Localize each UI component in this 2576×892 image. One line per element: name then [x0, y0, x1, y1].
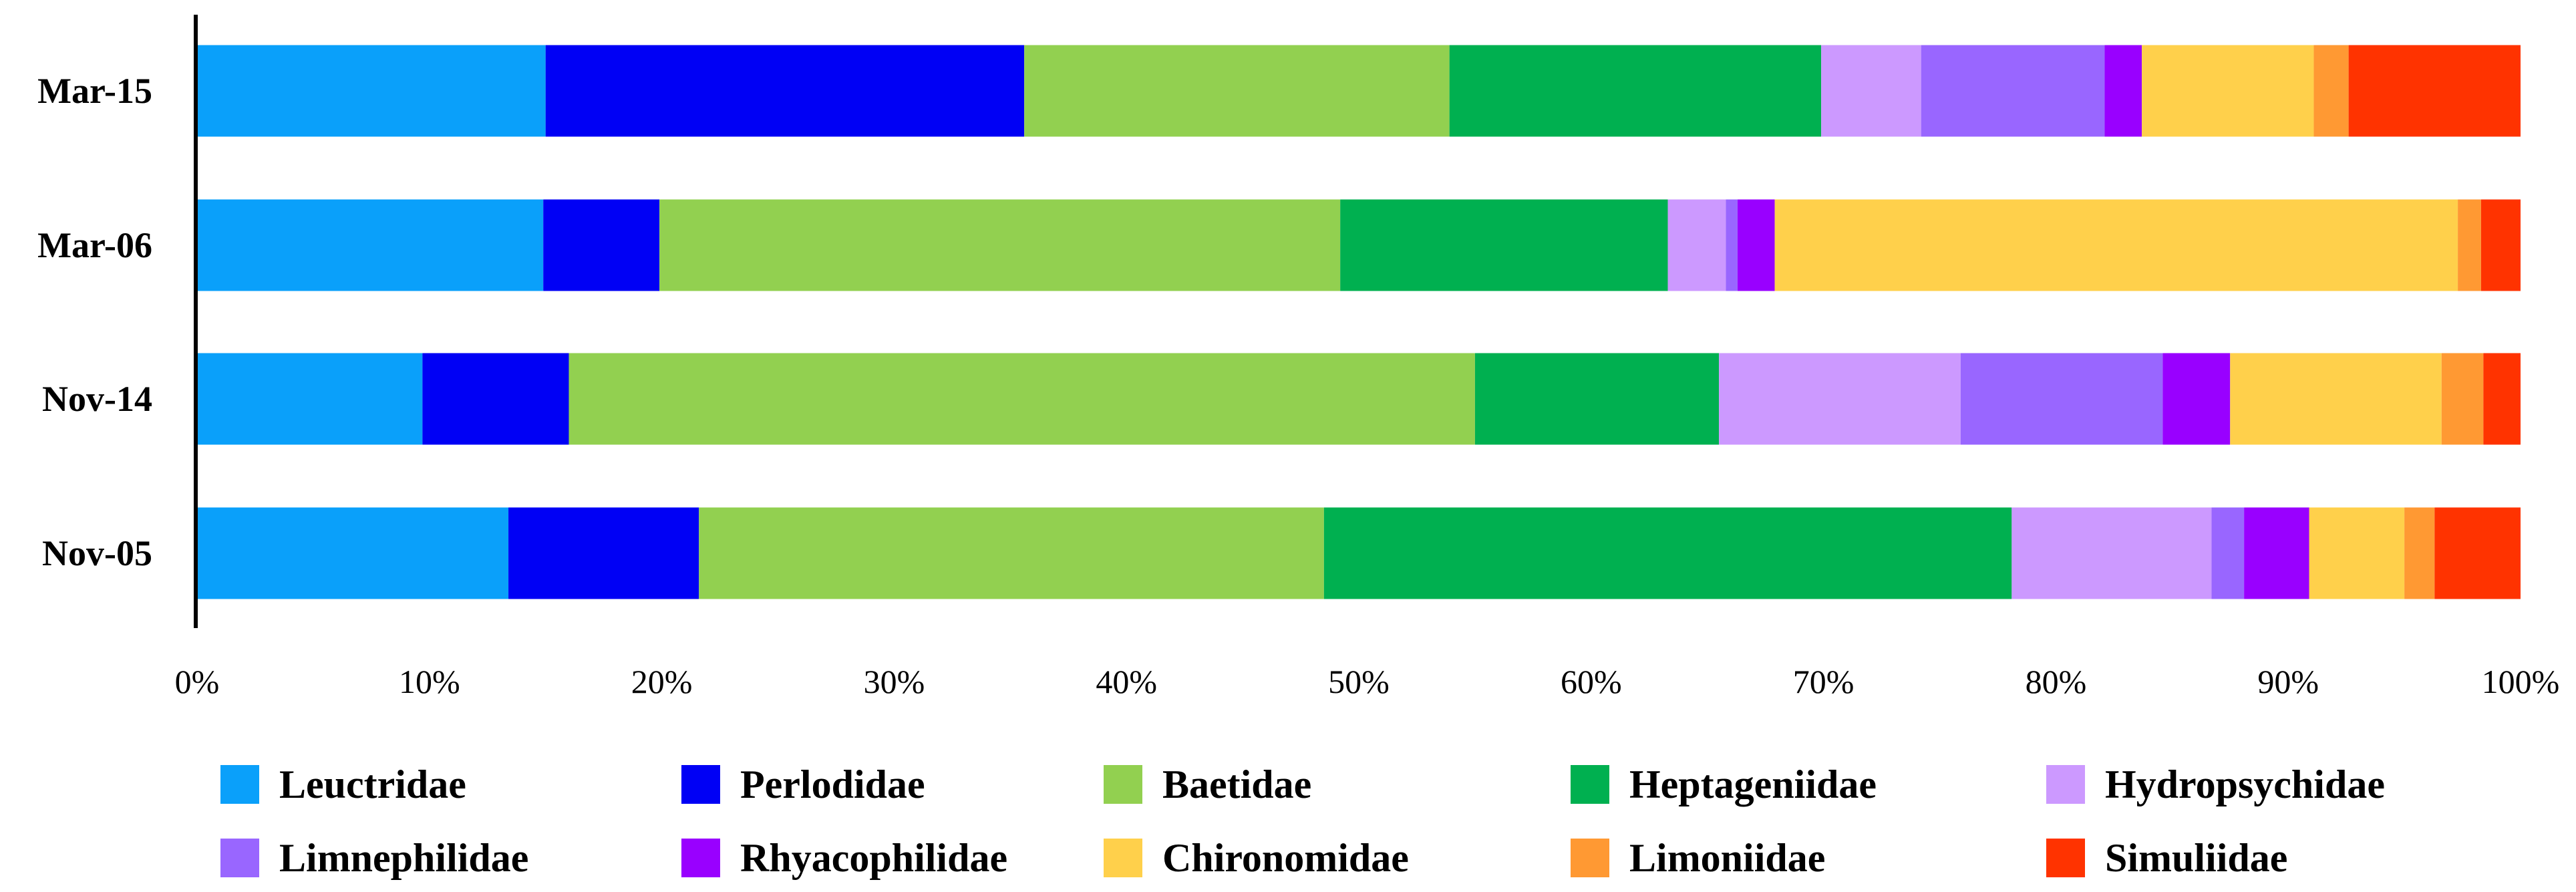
x-tick-label-100: 100%	[2482, 663, 2560, 700]
legend-item-perlodidae: Perlodidae	[681, 762, 925, 806]
legend-swatch-heptageniidae	[1571, 765, 1609, 804]
legend-label-simuliidae: Simuliidae	[2105, 836, 2287, 880]
bar-segment-nov-14-limoniidae	[2441, 353, 2484, 445]
legend-label-baetidae: Baetidae	[1162, 762, 1311, 806]
legend-swatch-simuliidae	[2046, 839, 2085, 877]
bar-segment-nov-14-chironomidae	[2230, 353, 2442, 445]
bar-segment-mar-06-limoniidae	[2458, 199, 2481, 291]
legend-swatch-rhyacophilidae	[681, 839, 720, 877]
legend-label-limnephilidae: Limnephilidae	[279, 836, 528, 880]
bar-segment-nov-05-chironomidae	[2309, 507, 2405, 599]
legend-item-simuliidae: Simuliidae	[2046, 836, 2287, 880]
category-labels: Mar-15 Mar-06 Nov-14 Nov-05	[37, 71, 152, 573]
bar-segment-mar-15-limnephilidae	[1921, 45, 2105, 137]
legend-label-rhyacophilidae: Rhyacophilidae	[740, 836, 1007, 880]
legend-label-heptageniidae: Heptageniidae	[1629, 762, 1877, 806]
bar-segment-mar-06-hydropsychidae	[1667, 199, 1726, 291]
bar-segment-mar-15-heptageniidae	[1449, 45, 1822, 137]
category-label-nov-14: Nov-14	[42, 379, 152, 419]
bar-segment-mar-06-chironomidae	[1774, 199, 2458, 291]
bar-segment-nov-05-hydropsychidae	[2011, 507, 2212, 599]
bar-segment-mar-15-perlodidae	[545, 45, 1025, 137]
legend-item-limnephilidae: Limnephilidae	[220, 836, 528, 880]
bar-segment-nov-14-leuctridae	[197, 353, 423, 445]
legend-item-chironomidae: Chironomidae	[1104, 836, 1409, 880]
x-tick-label-30: 30%	[864, 663, 925, 700]
legend-item-heptageniidae: Heptageniidae	[1571, 762, 1877, 806]
bar-segment-nov-14-limnephilidae	[1960, 353, 2163, 445]
bar-segment-mar-06-rhyacophilidae	[1737, 199, 1775, 291]
x-tick-label-80: 80%	[2026, 663, 2087, 700]
x-tick-label-90: 90%	[2257, 663, 2319, 700]
legend-swatch-hydropsychidae	[2046, 765, 2085, 804]
x-tick-labels: 0% 10% 20% 30% 40% 50% 60% 70% 80% 90% 100%	[175, 663, 2560, 700]
bar-segment-nov-14-hydropsychidae	[1719, 353, 1961, 445]
legend-swatch-baetidae	[1104, 765, 1142, 804]
bar-segment-mar-15-baetidae	[1024, 45, 1450, 137]
x-tick-label-0: 0%	[175, 663, 220, 700]
bar-segment-nov-05-limnephilidae	[2211, 507, 2245, 599]
bar-segment-mar-06-limnephilidae	[1726, 199, 1738, 291]
bar-segment-mar-06-leuctridae	[197, 199, 544, 291]
legend-label-limoniidae: Limoniidae	[1629, 836, 1825, 880]
bar-segment-nov-05-rhyacophilidae	[2244, 507, 2309, 599]
bars-layer	[197, 45, 2521, 599]
legend: Leuctridae Perlodidae Baetidae Heptageniida…	[220, 762, 2385, 880]
x-tick-label-40: 40%	[1096, 663, 1157, 700]
bar-segment-nov-14-perlodidae	[422, 353, 569, 445]
category-label-mar-15: Mar-15	[37, 71, 152, 111]
x-tick-label-50: 50%	[1328, 663, 1390, 700]
legend-swatch-leuctridae	[220, 765, 259, 804]
bar-segment-nov-05-baetidae	[699, 507, 1324, 599]
bar-segment-nov-05-limoniidae	[2404, 507, 2435, 599]
bar-segment-mar-06-baetidae	[659, 199, 1341, 291]
legend-item-baetidae: Baetidae	[1104, 762, 1311, 806]
bar-group-mar-06	[197, 199, 2521, 291]
legend-swatch-chironomidae	[1104, 839, 1142, 877]
legend-swatch-limnephilidae	[220, 839, 259, 877]
bar-group-nov-14	[197, 353, 2521, 445]
bar-segment-nov-14-baetidae	[569, 353, 1475, 445]
x-tick-label-20: 20%	[631, 663, 693, 700]
category-label-mar-06: Mar-06	[37, 225, 152, 265]
legend-item-hydropsychidae: Hydropsychidae	[2046, 762, 2385, 806]
bar-group-mar-15	[197, 45, 2521, 137]
bar-segment-nov-05-simuliidae	[2434, 507, 2521, 599]
bar-segment-mar-06-perlodidae	[543, 199, 660, 291]
bar-segment-mar-06-heptageniidae	[1340, 199, 1668, 291]
bar-segment-mar-15-limoniidae	[2313, 45, 2349, 137]
bar-segment-nov-05-perlodidae	[508, 507, 699, 599]
bar-segment-nov-14-simuliidae	[2483, 353, 2521, 445]
x-tick-label-10: 10%	[399, 663, 460, 700]
legend-label-perlodidae: Perlodidae	[740, 762, 925, 806]
legend-swatch-limoniidae	[1571, 839, 1609, 877]
x-tick-label-60: 60%	[1561, 663, 1622, 700]
bar-segment-nov-14-rhyacophilidae	[2162, 353, 2231, 445]
legend-item-leuctridae: Leuctridae	[220, 762, 466, 806]
bar-segment-mar-15-chironomidae	[2142, 45, 2314, 137]
bar-segment-mar-15-leuctridae	[197, 45, 546, 137]
bar-segment-mar-15-simuliidae	[2348, 45, 2521, 137]
legend-item-limoniidae: Limoniidae	[1571, 836, 1825, 880]
bar-segment-nov-14-heptageniidae	[1474, 353, 1720, 445]
bar-group-nov-05	[197, 507, 2521, 599]
x-tick-label-70: 70%	[1793, 663, 1855, 700]
legend-label-hydropsychidae: Hydropsychidae	[2105, 762, 2385, 806]
bar-segment-mar-15-rhyacophilidae	[2104, 45, 2142, 137]
category-label-nov-05: Nov-05	[42, 533, 152, 573]
bar-segment-mar-15-hydropsychidae	[1821, 45, 1921, 137]
legend-label-chironomidae: Chironomidae	[1162, 836, 1409, 880]
legend-item-rhyacophilidae: Rhyacophilidae	[681, 836, 1007, 880]
bar-segment-nov-05-heptageniidae	[1323, 507, 2012, 599]
legend-swatch-perlodidae	[681, 765, 720, 804]
bar-segment-mar-06-simuliidae	[2480, 199, 2521, 291]
legend-label-leuctridae: Leuctridae	[279, 762, 466, 806]
bar-segment-nov-05-leuctridae	[197, 507, 509, 599]
